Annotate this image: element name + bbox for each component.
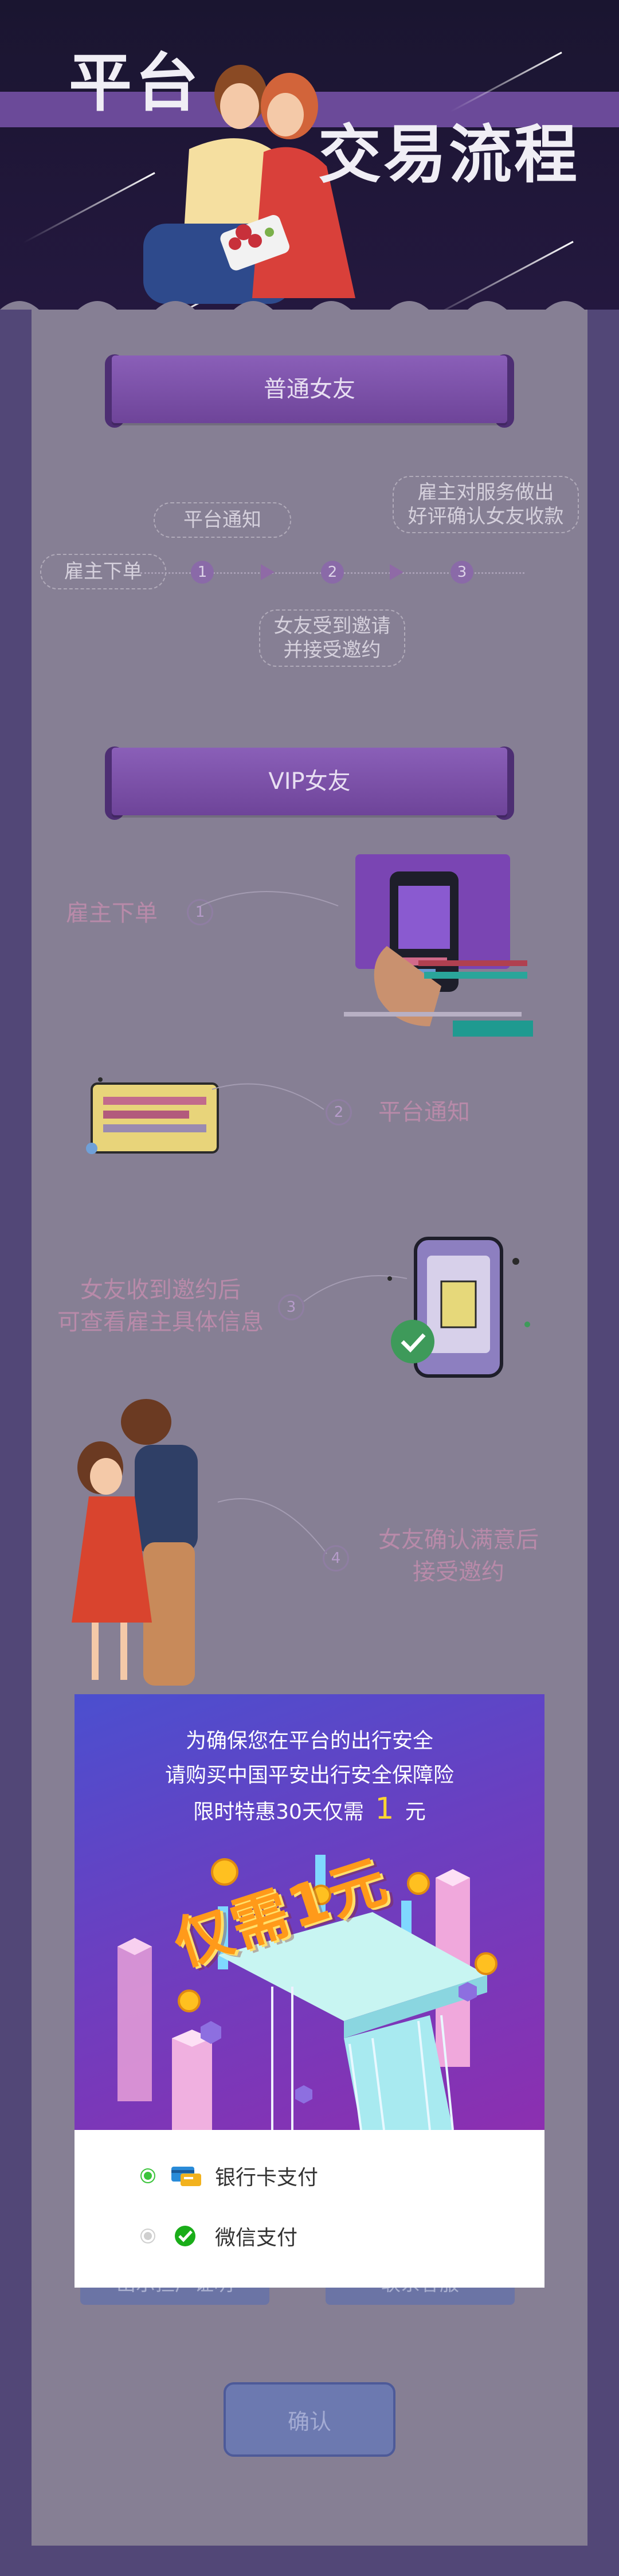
- side-border-left: [0, 310, 32, 2576]
- bank-card-icon: [171, 2167, 201, 2186]
- page-title-line1: 平台: [69, 46, 202, 120]
- modal-price-prefix: 限时特惠30天仅需: [193, 1800, 364, 1824]
- vip-step2-text: 平台通知: [378, 1099, 470, 1125]
- radio-unselected[interactable]: [140, 2229, 155, 2243]
- vip-step4-number: 4: [323, 1545, 349, 1572]
- phone-order-illustration: [344, 854, 533, 1037]
- flow-step-accept: 女友受到邀请 并接受邀约: [259, 609, 405, 667]
- side-border-right: [587, 310, 619, 2576]
- flow-step-accept-line: 女友受到邀请: [273, 615, 391, 638]
- vip-step3-line: 可查看雇主具体信息: [57, 1309, 264, 1335]
- connector-curve: [303, 1275, 408, 1302]
- section-banner-vip: VIP女友: [112, 748, 507, 815]
- arrow-right-icon: [261, 564, 275, 580]
- flow-step-number: 3: [450, 561, 473, 584]
- insurance-modal-banner: 为确保您在平台的出行安全 请购买中国平安出行安全保障险 限时特惠30天仅需 1 …: [75, 1694, 544, 2130]
- hugging-couple-illustration: [72, 1399, 198, 1686]
- vip-step4-line: 女友确认满意后: [378, 1527, 539, 1553]
- vip-step1-text: 雇主下单: [66, 900, 158, 927]
- flow-step-order: 雇主下单: [40, 554, 166, 589]
- connector-curve: [211, 1083, 324, 1110]
- couple-illustration: [143, 65, 355, 304]
- vip-step2-number: 2: [326, 1099, 352, 1125]
- modal-price: 1: [375, 1792, 394, 1826]
- payment-options: 银行卡支付 微信支付: [75, 2130, 544, 2288]
- section-banner-normal: 普通女友: [112, 355, 507, 423]
- flow-step-number: 2: [321, 561, 344, 584]
- modal-text-line2: 请购买中国平安出行安全保障险: [164, 1764, 454, 1787]
- header-banner: 平台 交易流程: [0, 0, 619, 310]
- vip-step3-text: 女友收到邀约后 可查看雇主具体信息: [54, 1274, 267, 1338]
- flow-step-review-line: 好评确认女友收款: [408, 505, 564, 528]
- bottom-band: [0, 2546, 619, 2576]
- radio-selected[interactable]: [140, 2168, 155, 2183]
- vip-step1-number: 1: [187, 899, 213, 925]
- connector-curve: [200, 891, 339, 906]
- vip-step3-line: 女友收到邀约后: [80, 1277, 241, 1303]
- arrow-right-icon: [390, 564, 403, 580]
- flow-step-accept-line: 并接受邀约: [283, 639, 381, 662]
- payment-option-wechat[interactable]: 微信支付: [140, 2219, 297, 2253]
- flow-step-review: 雇主对服务做出 好评确认女友收款: [393, 476, 579, 533]
- notification-card-illustration: [86, 1077, 219, 1154]
- page-title-line2: 交易流程: [318, 118, 579, 191]
- flow-step-review-line: 雇主对服务做出: [417, 481, 554, 504]
- modal-text-line1: 为确保您在平台的出行安全: [185, 1729, 433, 1753]
- flow-step-notify: 平台通知: [154, 502, 291, 538]
- payment-label-wechat: 微信支付: [215, 2226, 298, 2250]
- flow-step-number: 1: [191, 561, 214, 584]
- wave-divider: [0, 301, 585, 310]
- promo-stairs-illustration: [117, 1855, 497, 2130]
- payment-option-bank-card[interactable]: 银行卡支付: [140, 2159, 318, 2193]
- confirm-button[interactable]: 确认: [224, 2382, 395, 2457]
- vip-step4-line: 接受邀约: [413, 1559, 504, 1585]
- modal-text-line3: 限时特惠30天仅需 1 元: [75, 1792, 544, 1826]
- connector-curve: [217, 1498, 327, 1554]
- phone-check-illustration: [387, 1237, 530, 1378]
- vip-step4-text: 女友确认满意后 接受邀约: [370, 1524, 547, 1588]
- wechat-pay-icon: [175, 2226, 195, 2246]
- vip-step3-number: 3: [278, 1294, 304, 1320]
- payment-label-bank-card: 银行卡支付: [215, 2166, 319, 2190]
- modal-price-suffix: 元: [405, 1800, 426, 1824]
